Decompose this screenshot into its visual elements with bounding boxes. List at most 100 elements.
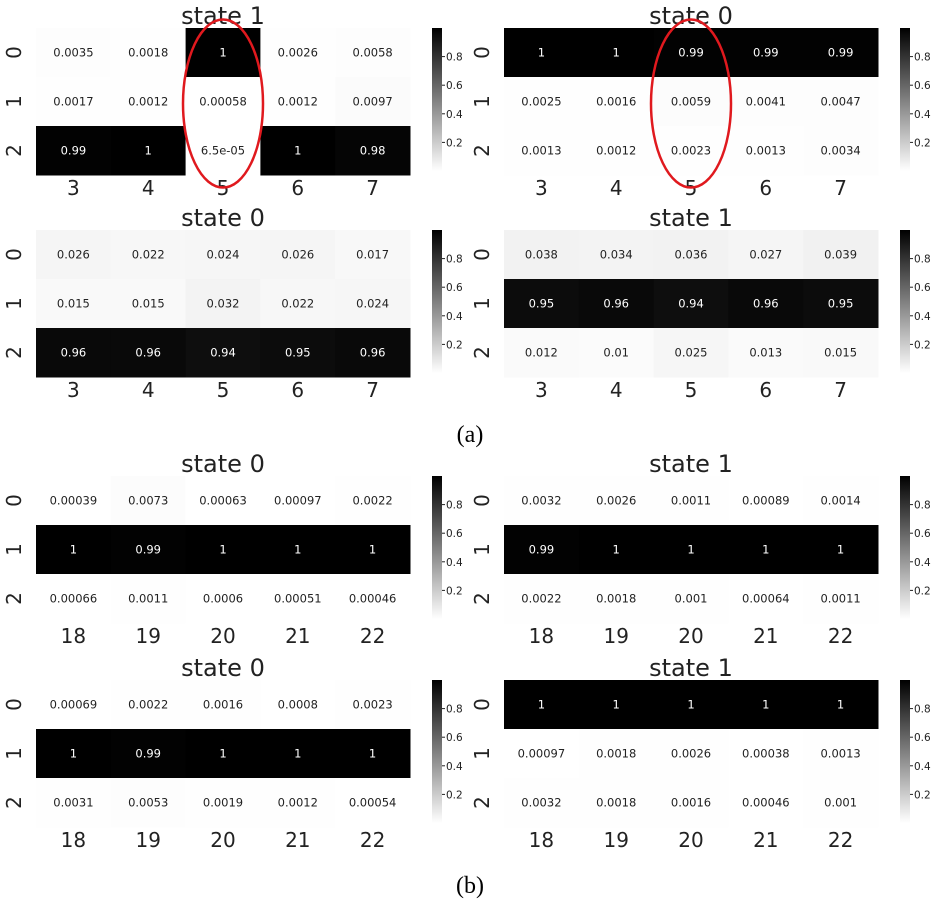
cell-value-label: 1 [369, 747, 376, 761]
cell-value-label: 0.0013 [521, 144, 561, 158]
heatmap-cell [803, 126, 879, 176]
heatmap-cell [110, 680, 187, 730]
colorbar-tick-label: 0.2 [446, 789, 463, 801]
x-tick-label: 21 [753, 828, 778, 852]
colorbar-tick-label: 0.4 [446, 109, 463, 121]
heatmap-cell [728, 680, 804, 730]
x-tick-label: 18 [529, 624, 554, 648]
heatmap-cell [36, 230, 112, 280]
heatmap-cell [185, 328, 261, 378]
heatmap-cell [578, 28, 655, 78]
heatmap-cell [110, 525, 187, 575]
cell-value-label: 0.00054 [349, 796, 397, 810]
heatmap-cell [110, 476, 187, 526]
cell-value-label: 0.96 [360, 346, 386, 360]
heatmap-cell [185, 729, 261, 779]
heatmap-cell [504, 230, 580, 280]
cell-value-label: 0.0011 [671, 494, 711, 508]
x-tick-label: 7 [366, 378, 379, 402]
cell-value-label: 0.001 [824, 796, 857, 810]
cell-value-label: 1 [837, 698, 844, 712]
cell-value-label: 0.0008 [278, 698, 318, 712]
heatmap-cell [578, 230, 655, 280]
cell-value-label: 0.038 [525, 248, 558, 262]
heatmap-cell [504, 778, 580, 828]
cell-value-label: 0.0018 [596, 592, 636, 606]
colorbar [900, 230, 910, 373]
heatmap-cell [36, 525, 112, 575]
cell-value-label: 0.0013 [746, 144, 786, 158]
heatmap-cell [653, 525, 729, 575]
heatmap-cell [728, 574, 804, 624]
cell-value-label: 0.00058 [199, 95, 247, 109]
heatmap-cell [803, 729, 879, 779]
heatmap-cell [578, 574, 655, 624]
heatmap-cell [36, 77, 112, 127]
cell-value-label: 0.00063 [199, 494, 247, 508]
heatmap-cell [335, 77, 411, 127]
x-tick-label: 19 [135, 624, 160, 648]
x-tick-label: 19 [135, 828, 160, 852]
heatmap-cell [36, 680, 112, 730]
heatmap-cell [504, 28, 580, 78]
heatmap-title: state 1 [649, 204, 733, 232]
colorbar-tick-label: 0.8 [446, 500, 463, 512]
cell-value-label: 0.01 [603, 346, 629, 360]
heatmap-cell [335, 778, 411, 828]
heatmap-cell [803, 476, 879, 526]
heatmap-cell [335, 476, 411, 526]
y-tick-label: 0 [470, 248, 494, 261]
colorbar-tick-label: 0.4 [914, 311, 931, 323]
cell-value-label: 0.0006 [203, 592, 243, 606]
colorbar [900, 680, 910, 823]
cell-value-label: 0.0026 [278, 46, 318, 60]
cell-value-label: 0.026 [281, 248, 314, 262]
cell-value-label: 0.99 [135, 747, 161, 761]
cell-value-label: 0.98 [360, 144, 386, 158]
heatmap-cell [36, 729, 112, 779]
colorbar-tick-label: 0.6 [914, 528, 931, 540]
heatmap-panel: state 10.0032 0.0026 0.0011 0.00089 0.00140.… [470, 450, 931, 648]
cell-value-label: 0.0032 [521, 494, 561, 508]
colorbar-tick-label: 0.6 [446, 528, 463, 540]
heatmap-cell [260, 574, 336, 624]
cell-value-label: 0.0073 [128, 494, 168, 508]
heatmap-cell [335, 328, 411, 378]
cell-value-label: 1 [538, 698, 545, 712]
y-tick-label: 2 [2, 796, 26, 809]
heatmap-cell [578, 476, 655, 526]
colorbar [900, 476, 910, 619]
cell-value-label: 0.00097 [518, 747, 566, 761]
cell-value-label: 0.00046 [742, 796, 790, 810]
y-tick-label: 2 [470, 346, 494, 359]
x-tick-label: 20 [678, 624, 703, 648]
cell-value-label: 0.032 [207, 297, 240, 311]
y-tick-label: 1 [470, 297, 494, 310]
heatmap-cell [728, 279, 804, 329]
cell-value-label: 0.0023 [671, 144, 711, 158]
x-tick-label: 21 [285, 828, 310, 852]
x-tick-label: 5 [217, 378, 230, 402]
cell-value-label: 0.0022 [128, 698, 168, 712]
x-tick-label: 21 [285, 624, 310, 648]
heatmap-cell [578, 680, 655, 730]
cell-value-label: 0.0019 [203, 796, 243, 810]
x-tick-label: 4 [610, 176, 623, 200]
heatmap-cell [728, 476, 804, 526]
x-tick-label: 22 [828, 624, 853, 648]
cell-value-label: 1 [70, 747, 77, 761]
cell-value-label: 0.025 [675, 346, 708, 360]
y-tick-label: 2 [2, 144, 26, 157]
heatmap-cell [36, 778, 112, 828]
x-tick-label: 6 [291, 378, 304, 402]
heatmap-cell [728, 729, 804, 779]
y-tick-label: 2 [2, 592, 26, 605]
cell-value-label: 0.0011 [128, 592, 168, 606]
cell-value-label: 0.0018 [596, 796, 636, 810]
x-tick-label: 4 [610, 378, 623, 402]
cell-value-label: 1 [294, 543, 301, 557]
heatmap-cell [36, 574, 112, 624]
x-tick-label: 4 [142, 378, 155, 402]
cell-value-label: 0.0012 [596, 144, 636, 158]
